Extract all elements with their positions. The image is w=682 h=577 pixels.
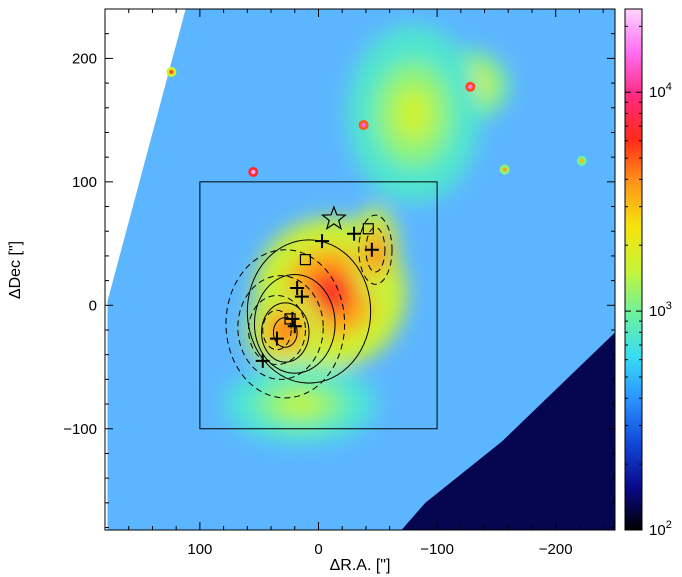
intensity-map xyxy=(224,25,509,444)
plus-marker xyxy=(255,353,270,368)
plus-marker xyxy=(294,289,309,304)
point-sources xyxy=(105,9,615,530)
x-tick-label: −100 xyxy=(420,541,454,558)
colorbar-tick-label: 104 xyxy=(649,81,672,101)
point-source xyxy=(502,167,507,172)
contour-solid xyxy=(246,239,372,384)
point-source xyxy=(361,122,366,128)
no-coverage-edge xyxy=(105,301,108,530)
square-marker xyxy=(362,223,374,235)
contour-dashed xyxy=(225,249,346,399)
colorbar: 102 103 104 xyxy=(624,8,672,539)
x-tick-label: 0 xyxy=(314,541,322,558)
star-marker xyxy=(320,205,347,231)
emission-blob xyxy=(277,392,324,416)
emission-blob xyxy=(393,87,434,141)
x-tick-label: −200 xyxy=(539,541,573,558)
plus-marker xyxy=(347,226,362,241)
y-tick-label: −100 xyxy=(63,421,97,438)
contours xyxy=(225,214,393,399)
point-source xyxy=(579,158,584,164)
contour-solid xyxy=(261,302,310,363)
source-markers xyxy=(255,205,379,368)
point-source xyxy=(251,169,256,175)
colorbar-tick-label: 103 xyxy=(649,300,672,320)
plus-marker xyxy=(364,242,379,257)
contour-dashed xyxy=(237,275,324,380)
y-axis-title: ΔDec ["] xyxy=(7,241,24,299)
plus-marker xyxy=(315,234,330,249)
square-marker xyxy=(299,254,312,266)
no-coverage-corner xyxy=(105,9,186,71)
y-tick-label: 0 xyxy=(89,297,97,314)
point-source xyxy=(468,84,473,89)
x-tick-label: 100 xyxy=(187,541,212,558)
low-emission-region xyxy=(401,332,615,530)
y-tick-label: 200 xyxy=(72,50,97,67)
contour-dashed xyxy=(248,294,306,366)
contour-dashed xyxy=(358,214,393,285)
point-source xyxy=(169,69,174,75)
zoom-box xyxy=(199,181,438,430)
plus-marker xyxy=(269,331,284,346)
colorbar-gradient xyxy=(624,8,643,531)
x-axis: 100 0 −100 −200 xyxy=(128,9,604,558)
plus-marker xyxy=(290,281,305,296)
x-axis-title: ΔR.A. ["] xyxy=(330,557,391,574)
contour-dashed xyxy=(262,309,292,351)
square-marker xyxy=(284,313,296,325)
colorbar-ticks: 102 103 104 xyxy=(625,25,672,539)
axes-frame xyxy=(104,8,616,531)
y-tick-label: 100 xyxy=(72,174,97,191)
colorbar-tick-label: 102 xyxy=(649,519,672,539)
y-axis: −100 0 100 200 xyxy=(63,8,615,529)
plot-area xyxy=(105,9,615,530)
contour-solid xyxy=(253,273,336,374)
emission-blob xyxy=(368,239,383,268)
